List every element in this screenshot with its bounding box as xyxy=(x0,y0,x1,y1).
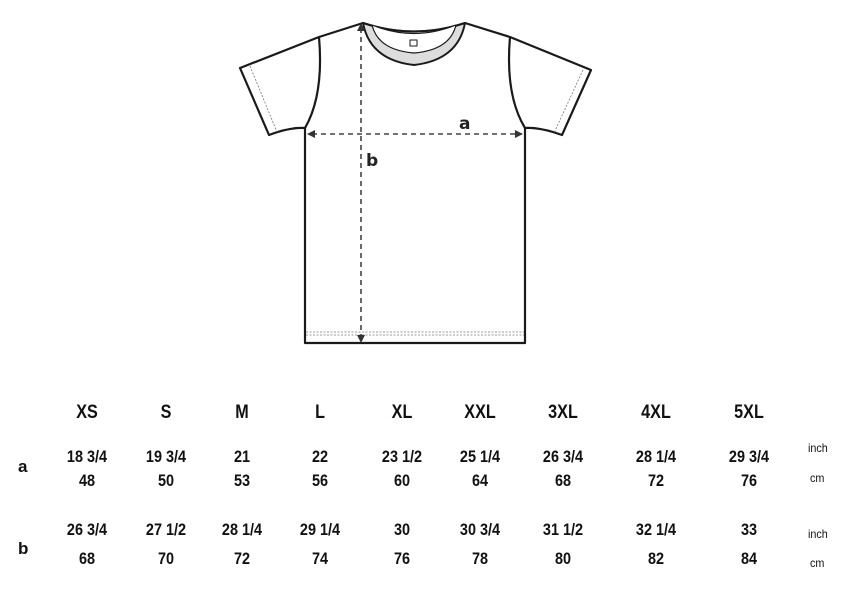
size-header: XXL xyxy=(464,402,496,423)
cm-value: 56 xyxy=(311,471,329,490)
inch-value: 25 1/4 xyxy=(459,447,501,466)
cm-value: 72 xyxy=(647,471,665,490)
measure-b-label: b xyxy=(366,151,378,171)
inch-value: 23 1/2 xyxy=(381,447,423,466)
tshirt-diagram: a b xyxy=(238,21,593,345)
cm-unit: cm xyxy=(810,556,825,570)
inch-value: 30 xyxy=(393,520,411,539)
cm-unit: cm xyxy=(810,471,825,485)
size-header: XS xyxy=(76,402,98,423)
right-sleeve-seam xyxy=(507,36,526,129)
collar-inner xyxy=(371,24,457,54)
arrow-down-icon xyxy=(357,335,365,343)
inch-unit: inch xyxy=(808,527,828,541)
inch-value: 31 1/2 xyxy=(542,520,584,539)
cm-value: 68 xyxy=(78,549,96,568)
neck-label xyxy=(409,39,418,47)
cm-value: 64 xyxy=(471,471,489,490)
inch-value: 29 1/4 xyxy=(299,520,341,539)
left-sleeve-seam xyxy=(304,36,322,129)
size-header: XL xyxy=(391,402,413,423)
size-header: L xyxy=(315,402,325,423)
inch-value: 33 xyxy=(740,520,758,539)
size-header: M xyxy=(235,402,249,423)
cm-value: 68 xyxy=(554,471,572,490)
inch-value: 32 1/4 xyxy=(635,520,677,539)
size-header: 3XL xyxy=(548,402,578,423)
row-label: b xyxy=(18,539,29,558)
inch-value: 26 3/4 xyxy=(66,520,108,539)
inch-value: 26 3/4 xyxy=(542,447,584,466)
arrow-left-icon xyxy=(307,130,315,138)
inch-value: 22 xyxy=(311,447,329,466)
row-label: a xyxy=(18,457,28,476)
cm-value: 60 xyxy=(393,471,411,490)
inch-value: 28 1/4 xyxy=(635,447,677,466)
tshirt-outline xyxy=(238,21,593,345)
cm-value: 76 xyxy=(740,471,758,490)
cm-value: 70 xyxy=(157,549,175,568)
inch-value: 18 3/4 xyxy=(66,447,108,466)
inch-value: 28 1/4 xyxy=(221,520,263,539)
cm-value: 82 xyxy=(647,549,665,568)
cm-value: 80 xyxy=(554,549,572,568)
cm-value: 48 xyxy=(78,471,96,490)
cm-value: 84 xyxy=(740,549,758,568)
inch-value: 21 xyxy=(233,447,251,466)
size-header: 5XL xyxy=(734,402,764,423)
inch-value: 29 3/4 xyxy=(728,447,770,466)
size-header: 4XL xyxy=(641,402,671,423)
inch-value: 27 1/2 xyxy=(145,520,187,539)
inch-unit: inch xyxy=(808,441,828,455)
cm-value: 74 xyxy=(311,549,329,568)
cm-value: 76 xyxy=(393,549,411,568)
left-cuff-stitch xyxy=(249,65,278,133)
cm-value: 53 xyxy=(233,471,251,490)
size-header: S xyxy=(160,402,172,423)
right-cuff-stitch xyxy=(553,69,584,134)
arrow-right-icon xyxy=(515,130,523,138)
cm-value: 72 xyxy=(233,549,251,568)
cm-value: 50 xyxy=(157,471,175,490)
inch-value: 30 3/4 xyxy=(459,520,501,539)
cm-value: 78 xyxy=(471,549,489,568)
arrow-up-icon xyxy=(357,23,365,31)
measure-a-label: a xyxy=(459,114,470,134)
inch-value: 19 3/4 xyxy=(145,447,187,466)
